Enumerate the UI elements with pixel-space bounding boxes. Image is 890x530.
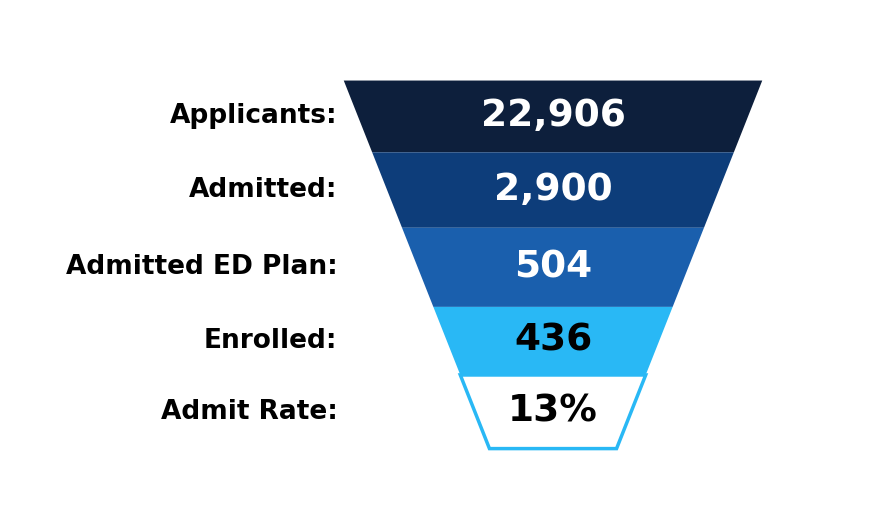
Text: Admit Rate:: Admit Rate: [161,399,337,425]
Text: Enrolled:: Enrolled: [204,328,337,354]
Text: Applicants:: Applicants: [170,103,337,129]
Text: Admitted ED Plan:: Admitted ED Plan: [66,254,337,280]
Text: 22,906: 22,906 [481,99,626,135]
Text: 436: 436 [514,323,592,359]
Text: 504: 504 [514,249,592,285]
Polygon shape [402,228,704,307]
Polygon shape [344,81,762,152]
Text: Admitted:: Admitted: [189,177,337,203]
Polygon shape [372,152,734,228]
Text: 13%: 13% [508,394,598,430]
Polygon shape [460,375,645,448]
Text: 2,900: 2,900 [494,172,612,208]
Polygon shape [433,307,673,375]
